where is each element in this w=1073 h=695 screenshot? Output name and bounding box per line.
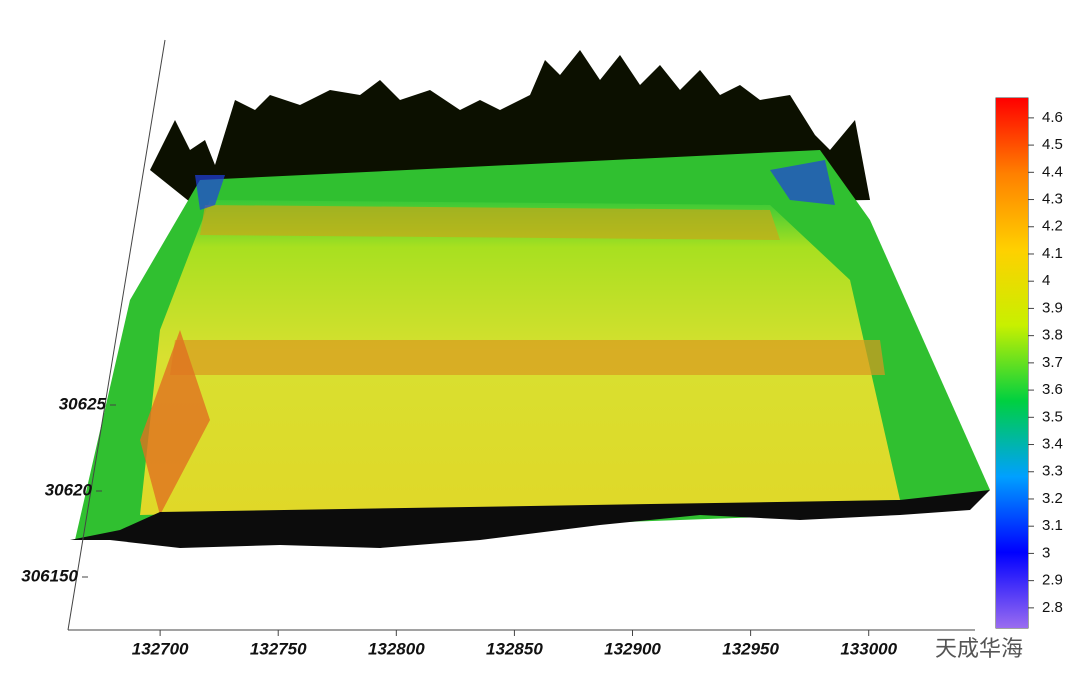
colorbar-tick-label: 2.8 (1042, 599, 1063, 616)
colorbar-tick-label: 4.2 (1042, 218, 1063, 235)
x-tick-label: 132900 (604, 639, 661, 658)
colorbar-tick-label: 4.1 (1042, 245, 1063, 262)
colorbar-tick-label: 4.6 (1042, 109, 1063, 126)
surface-stripe (200, 205, 780, 240)
y-tick-label: 306150 (21, 566, 78, 585)
surface-front (70, 490, 990, 548)
surface-low (195, 175, 225, 210)
y-tick-label: 30625 (59, 394, 107, 413)
x-tick-label: 132750 (250, 639, 307, 658)
colorbar (996, 98, 1028, 628)
colorbar-tick-label: 3 (1042, 544, 1050, 561)
colorbar-tick-label: 3.8 (1042, 327, 1063, 344)
colorbar-tick-label: 4.3 (1042, 191, 1063, 208)
surface-corner (140, 330, 210, 515)
colorbar-tick-label: 3.6 (1042, 381, 1063, 398)
watermark: 天成华海 (935, 636, 1023, 661)
surface-low (770, 160, 835, 205)
colorbar-tick-label: 3.1 (1042, 517, 1063, 534)
surface-stripe (170, 340, 885, 375)
y-axis (67, 39, 166, 631)
y-tick-label: 30620 (45, 480, 93, 499)
x-tick-label: 133000 (840, 639, 897, 658)
colorbar-tick-label: 2.9 (1042, 572, 1063, 589)
colorbar-tick-label: 3.5 (1042, 408, 1063, 425)
x-tick-label: 132950 (722, 639, 779, 658)
colorbar-tick-label: 4 (1042, 272, 1050, 289)
x-tick-label: 132850 (486, 639, 543, 658)
x-tick-label: 132700 (132, 639, 189, 658)
colorbar-tick-label: 4.5 (1042, 136, 1063, 153)
x-tick-label: 132800 (368, 639, 425, 658)
colorbar-tick-label: 3.3 (1042, 463, 1063, 480)
colorbar-tick-label: 3.9 (1042, 299, 1063, 316)
colorbar-tick-label: 3.2 (1042, 490, 1063, 507)
colorbar-tick-label: 4.4 (1042, 163, 1063, 180)
surface (70, 50, 990, 548)
colorbar-tick-label: 3.7 (1042, 354, 1063, 371)
colorbar-tick-label: 3.4 (1042, 435, 1063, 452)
